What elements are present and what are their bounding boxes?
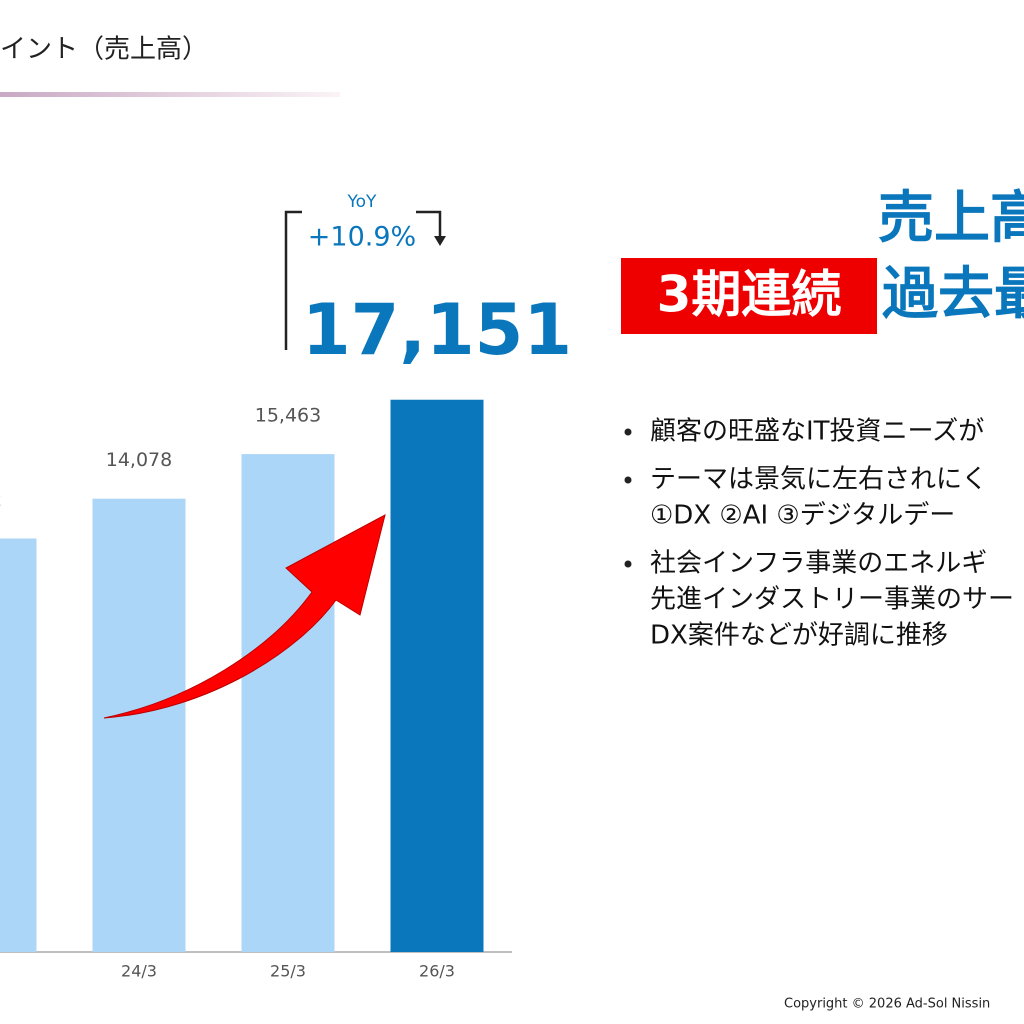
x-tick-label: 24/3	[121, 962, 157, 981]
copyright: Copyright © 2026 Ad-Sol Nissin	[784, 997, 990, 1012]
value-label: 15,463	[255, 405, 321, 427]
badge-bg	[621, 258, 877, 334]
bullet-dot	[624, 560, 632, 568]
value-label-highlight: 17,151	[302, 289, 572, 371]
bullet-text: テーマは景気に左右されにく	[650, 465, 987, 495]
bullet-dot	[624, 476, 632, 484]
title-underline	[0, 92, 340, 97]
yoy-label: YoY	[347, 192, 378, 212]
headline-top: 売上高	[878, 186, 1024, 251]
growth-arrow	[103, 514, 386, 719]
bullet-text: DX案件などが好調に推移	[650, 621, 948, 651]
slide-title: イント（売上高）	[0, 35, 208, 65]
value-label: 42	[0, 489, 2, 511]
yoy-arrowhead	[434, 236, 446, 246]
bullet-text: 先進インダストリー事業のサー	[650, 585, 1014, 615]
bar	[390, 399, 484, 952]
bullet-dot	[624, 428, 632, 436]
bullet-text: 社会インフラ事業のエネルギ	[650, 549, 987, 579]
bar	[92, 498, 186, 952]
value-label: 14,078	[106, 449, 172, 471]
x-tick-label: 25/3	[270, 962, 306, 981]
bullet-text: 顧客の旺盛なIT投資ニーズが	[650, 417, 984, 447]
yoy-growth: +10.9%	[308, 222, 416, 253]
badge: 3期連続	[657, 266, 842, 324]
x-tick-label: 26/3	[419, 962, 455, 981]
bullet-text: ①DX ②AI ③デジタルデー	[650, 501, 955, 531]
bar	[0, 538, 37, 952]
bar	[241, 454, 335, 952]
headline-bottom: 過去最	[882, 262, 1024, 327]
yoy-bracket	[284, 210, 442, 350]
